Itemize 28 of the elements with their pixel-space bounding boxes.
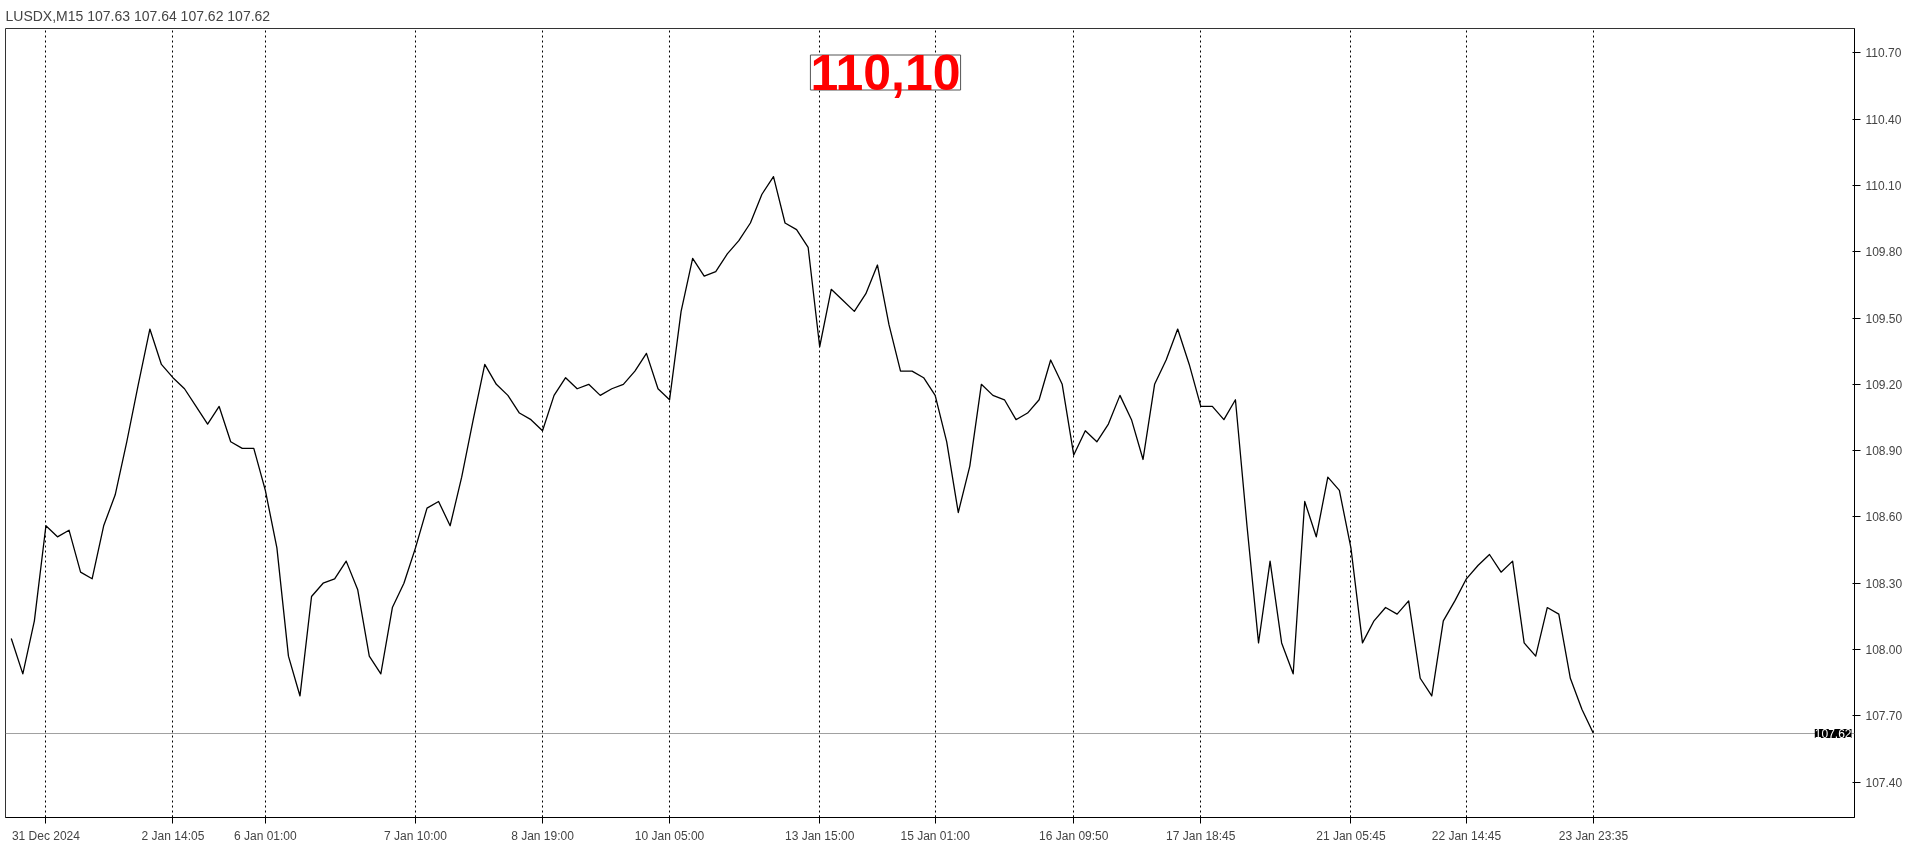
x-tick-label: 2 Jan 14:05 xyxy=(141,828,205,843)
y-tick-label: 108.60 xyxy=(1865,510,1903,525)
y-tick-label: 109.20 xyxy=(1865,377,1903,392)
x-tick-label: 31 Dec 2024 xyxy=(11,828,81,843)
y-tick-label: 108.90 xyxy=(1865,444,1903,459)
x-tick-label: 8 Jan 19:00 xyxy=(511,828,575,843)
x-tick-label: 22 Jan 14:45 xyxy=(1431,828,1502,843)
x-tick-label: 7 Jan 10:00 xyxy=(384,828,448,843)
x-tick-label: 17 Jan 18:45 xyxy=(1166,828,1236,843)
y-tick-label: 109.80 xyxy=(1865,245,1903,260)
y-tick-label: 107.40 xyxy=(1865,775,1903,790)
x-tick-label: 16 Jan 09:50 xyxy=(1039,828,1109,843)
x-tick-label: 13 Jan 15:00 xyxy=(784,828,855,843)
y-tick-label: 110.70 xyxy=(1865,46,1902,61)
y-tick-label: 110.40 xyxy=(1865,112,1902,127)
annotation: 110,10 xyxy=(810,45,961,101)
y-tick-label: 109.50 xyxy=(1865,311,1903,326)
x-tick-label: 21 Jan 05:45 xyxy=(1316,828,1386,843)
x-tick-label: 10 Jan 05:00 xyxy=(634,828,705,843)
ref-line-label: 107.62 xyxy=(1814,727,1852,742)
y-tick-label: 110.10 xyxy=(1865,178,1902,193)
x-tick-label: 15 Jan 01:00 xyxy=(900,828,971,843)
x-tick-label: 23 Jan 23:35 xyxy=(1558,828,1629,843)
y-tick-label: 108.00 xyxy=(1865,643,1903,658)
chart-title: LUSDX,M15 107.63 107.64 107.62 107.62 xyxy=(5,7,271,24)
x-tick-label: 6 Jan 01:00 xyxy=(233,828,298,843)
y-tick-label: 107.70 xyxy=(1865,709,1903,724)
y-tick-label: 108.30 xyxy=(1865,576,1903,591)
